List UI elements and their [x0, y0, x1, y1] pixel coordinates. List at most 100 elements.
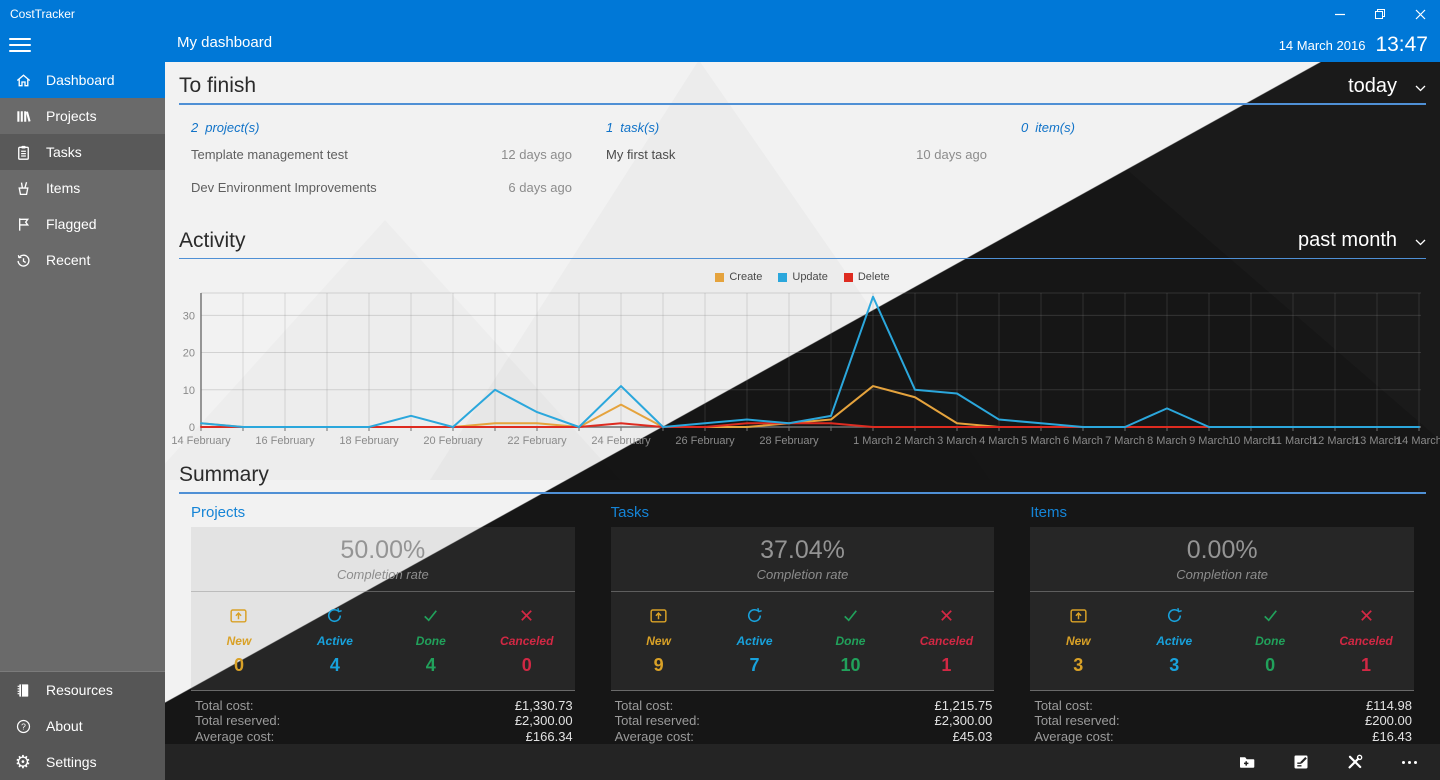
check-icon	[420, 609, 441, 630]
completion-rate-label: Completion rate	[756, 566, 849, 582]
to-finish-filter[interactable]: today	[1348, 75, 1426, 98]
new-icon	[228, 608, 249, 630]
history-icon	[0, 251, 46, 270]
sidebar-item-resources[interactable]: Resources	[0, 672, 165, 708]
completion-rate-label: Completion rate	[1176, 566, 1269, 582]
section-underline	[179, 103, 1426, 105]
x-icon	[936, 609, 957, 630]
new-icon	[648, 608, 669, 630]
date-label: 14 March 2016	[1278, 37, 1366, 53]
list-item[interactable]: My first task 10 days ago	[606, 146, 987, 162]
time-label: 13:47	[1375, 33, 1428, 56]
to-finish-tasks-group: 1 task(s) My first task 10 days ago	[606, 120, 987, 201]
sidebar-item-about[interactable]: ? About	[0, 708, 165, 744]
tasks-card-title[interactable]: Tasks	[610, 503, 649, 521]
minimize-button[interactable]	[1320, 0, 1360, 28]
sidebar-item-flagged[interactable]: Flagged	[0, 206, 165, 242]
sidebar-item-tasks[interactable]: Tasks	[0, 134, 165, 170]
svg-text:13 March: 13 March	[1354, 435, 1400, 447]
svg-text:18 February: 18 February	[339, 435, 399, 447]
projects-card-title[interactable]: Projects	[191, 503, 246, 521]
cost-value: £114.98	[1365, 697, 1412, 713]
close-button[interactable]	[1400, 0, 1440, 28]
create-swatch-icon	[715, 272, 725, 282]
section-to-finish: To finish today 2 project(s) Template man…	[165, 62, 1440, 201]
window-controls	[1320, 0, 1440, 28]
sidebar-item-projects[interactable]: Projects	[0, 98, 165, 134]
stat-done: Done 4	[383, 605, 479, 676]
cost-label: Average cost:	[614, 728, 694, 744]
svg-text:16 February: 16 February	[255, 435, 315, 447]
svg-text:4 March: 4 March	[979, 435, 1019, 447]
svg-text:3 March: 3 March	[937, 435, 977, 447]
add-folder-icon[interactable]	[1236, 751, 1258, 773]
activity-title: Activity	[179, 228, 246, 252]
hamburger-icon[interactable]	[9, 36, 31, 54]
cost-value: £166.34	[525, 728, 573, 744]
to-finish-title: To finish	[179, 74, 257, 97]
books-icon	[0, 107, 46, 126]
more-icon[interactable]	[1398, 751, 1420, 773]
svg-text:?: ?	[21, 721, 26, 731]
stat-canceled: Canceled 1	[1318, 605, 1414, 676]
list-item[interactable]: Dev Environment Improvements 6 days ago	[191, 179, 572, 195]
svg-text:14 February: 14 February	[171, 435, 231, 447]
restore-button[interactable]	[1360, 0, 1400, 28]
cost-value: £45.03	[952, 728, 993, 744]
svg-text:10 March: 10 March	[1228, 435, 1274, 447]
activity-filter[interactable]: past month	[1298, 229, 1426, 252]
sidebar-item-items[interactable]: Items	[0, 170, 165, 206]
cost-label: Total cost:	[1034, 697, 1093, 713]
main-content: To finish today 2 project(s) Template man…	[165, 62, 1440, 780]
chart-legend: Create Update Delete	[177, 271, 1428, 283]
update-swatch-icon	[778, 272, 788, 282]
svg-text:6 March: 6 March	[1063, 435, 1103, 447]
sidebar-item-dashboard[interactable]: Dashboard	[0, 62, 165, 98]
x-icon	[516, 609, 537, 630]
cost-value: £1,330.73	[514, 697, 573, 713]
svg-text:14 March: 14 March	[1396, 435, 1440, 447]
title-bar: CostTracker	[0, 0, 1440, 28]
app-bar	[165, 744, 1440, 780]
svg-text:8 March: 8 March	[1147, 435, 1187, 447]
chevron-down-icon	[1415, 229, 1426, 252]
cost-label: Total reserved:	[614, 713, 700, 728]
sidebar-item-settings[interactable]: ⚙ Settings	[0, 744, 165, 780]
cost-label: Average cost:	[195, 728, 275, 744]
items-card-title[interactable]: Items	[1030, 503, 1068, 521]
sync-icon	[324, 607, 345, 630]
svg-text:10: 10	[183, 385, 195, 397]
delete-swatch-icon	[843, 272, 853, 282]
gear-icon: ⚙	[14, 752, 32, 772]
cost-label: Total cost:	[195, 697, 254, 713]
stat-active: Active 4	[287, 605, 383, 676]
svg-text:0: 0	[189, 422, 195, 434]
summary-title: Summary	[179, 463, 269, 486]
tools-icon[interactable]	[1344, 751, 1366, 773]
summary-card-projects: Projects 50.00% Completion rate New	[179, 504, 587, 745]
completion-rate-value: 0.00%	[1186, 535, 1258, 564]
svg-text:24 February: 24 February	[591, 435, 651, 447]
svg-text:22 February: 22 February	[507, 435, 567, 447]
x-icon	[1356, 609, 1377, 630]
sync-icon	[1164, 607, 1185, 630]
edit-note-icon[interactable]	[1290, 751, 1312, 773]
to-finish-projects-group: 2 project(s) Template management test 12 …	[191, 120, 572, 201]
stat-new: New 3	[1030, 605, 1126, 676]
activity-chart: 0 10 20 30 14 February 16 February 18 February…	[171, 292, 1440, 447]
cost-value: £1,215.75	[934, 697, 993, 713]
sync-icon	[744, 607, 765, 630]
cost-label: Total cost:	[614, 697, 674, 713]
sidebar-item-recent[interactable]: Recent	[0, 242, 165, 278]
projects-count-link[interactable]: 2 project(s)	[191, 119, 260, 135]
sidebar: Dashboard Projects Tasks Items Flagged	[0, 62, 165, 780]
list-item[interactable]: Template management test 12 days ago	[191, 146, 572, 162]
to-finish-items-group: 0 item(s)	[1021, 120, 1402, 201]
clock: 14 March 2016 13:47	[1279, 28, 1428, 62]
check-icon	[1260, 609, 1281, 630]
home-icon	[0, 71, 46, 90]
legend-update: Update	[778, 271, 828, 283]
tasks-count-link[interactable]: 1 task(s)	[606, 119, 660, 135]
items-count-link[interactable]: 0 item(s)	[1021, 119, 1075, 135]
